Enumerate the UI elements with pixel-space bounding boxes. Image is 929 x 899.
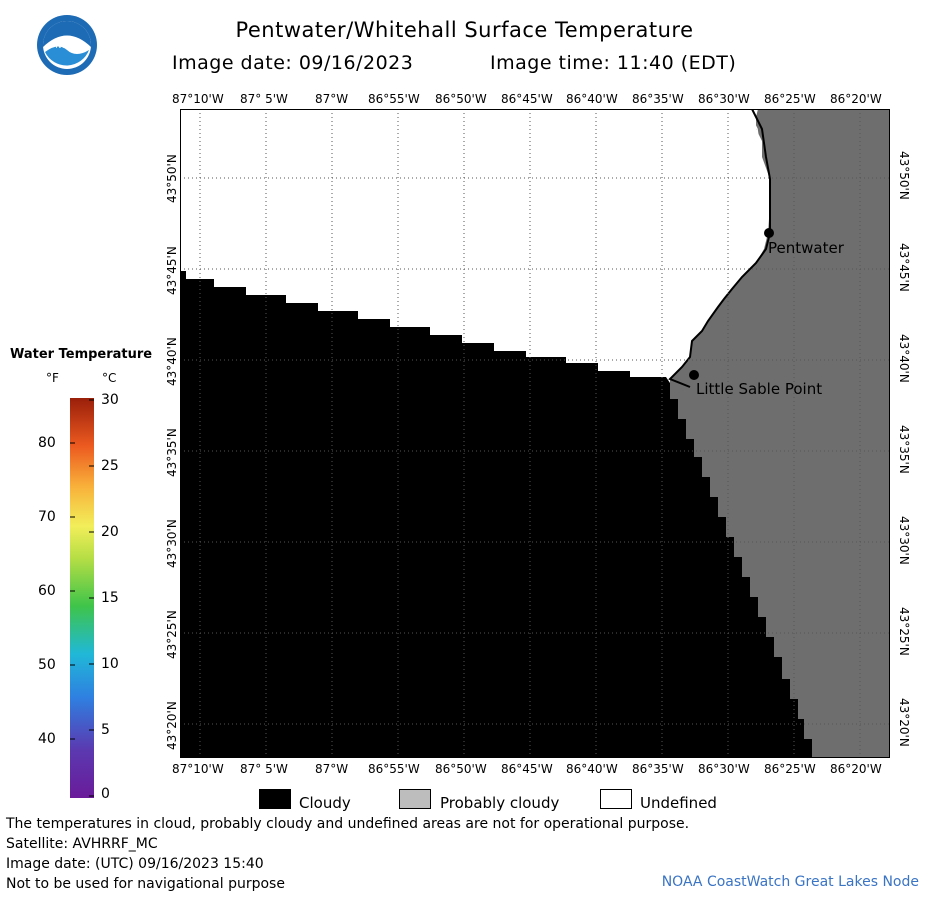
legend-c-tick: 30 — [101, 392, 119, 408]
lat-tick-right: 43°35'N — [897, 425, 911, 474]
footer-utc-date: Image date: (UTC) 09/16/2023 15:40 — [6, 856, 264, 872]
lon-tick-bottom: 86°20'W — [830, 762, 882, 776]
lon-tick-bottom: 87°W — [315, 762, 349, 776]
noaa-logo: NOAA — [36, 14, 98, 76]
pentwater-marker — [764, 228, 774, 238]
lon-tick-top: 86°50'W — [435, 92, 487, 106]
key-swatch-cloudy — [259, 789, 291, 809]
lat-tick-left: 43°35'N — [165, 428, 179, 477]
page-title: Pentwater/Whitehall Surface Temperature — [235, 18, 694, 42]
lon-tick-top: 86°20'W — [830, 92, 882, 106]
lon-tick-top: 86°40'W — [566, 92, 618, 106]
lon-tick-bottom: 86°25'W — [764, 762, 816, 776]
lon-tick-top: 86°55'W — [368, 92, 420, 106]
legend-c-tick: 5 — [101, 722, 110, 738]
logo-text: NOAA — [55, 41, 79, 50]
lat-tick-left: 43°25'N — [165, 610, 179, 659]
lat-tick-right: 43°20'N — [897, 698, 911, 747]
little-sable-point-marker — [689, 370, 699, 380]
lat-tick-left: 43°40'N — [165, 337, 179, 386]
lon-tick-top: 86°30'W — [698, 92, 750, 106]
lon-tick-top: 87°W — [315, 92, 349, 106]
place-label-little-sable-point: Little Sable Point — [696, 380, 822, 398]
lon-tick-bottom: 87° 5'W — [240, 762, 288, 776]
lon-tick-bottom: 86°35'W — [632, 762, 684, 776]
key-label-undefined: Undefined — [640, 794, 717, 812]
lon-tick-top: 86°35'W — [632, 92, 684, 106]
cloudy-area — [180, 267, 812, 758]
image-time: Image time: 11:40 (EDT) — [490, 52, 737, 74]
lat-tick-left: 43°45'N — [165, 246, 179, 295]
key-label-probably-cloudy: Probably cloudy — [440, 794, 560, 812]
lon-tick-bottom: 86°50'W — [435, 762, 487, 776]
lat-tick-left: 43°30'N — [165, 519, 179, 568]
land-area — [670, 109, 890, 758]
image-date: Image date: 09/16/2023 — [172, 52, 414, 74]
legend-c-tick: 0 — [101, 786, 110, 802]
legend-unit-f: °F — [46, 371, 59, 385]
lon-tick-bottom: 86°30'W — [698, 762, 750, 776]
lat-tick-right: 43°45'N — [897, 243, 911, 292]
legend-f-tick: 80 — [38, 435, 56, 451]
legend-c-tick: 10 — [101, 656, 119, 672]
map-frame: Pentwater Little Sable Point — [180, 109, 890, 758]
lon-tick-top: 87° 5'W — [240, 92, 288, 106]
lon-tick-bottom: 86°55'W — [368, 762, 420, 776]
lon-tick-bottom: 87°10'W — [172, 762, 224, 776]
lat-tick-right: 43°50'N — [897, 151, 911, 200]
lat-tick-right: 43°25'N — [897, 607, 911, 656]
credit-link[interactable]: NOAA CoastWatch Great Lakes Node — [661, 874, 919, 890]
graticule — [180, 109, 890, 758]
lon-tick-bottom: 86°45'W — [501, 762, 553, 776]
lat-tick-left: 43°50'N — [165, 154, 179, 203]
key-label-cloudy: Cloudy — [299, 794, 351, 812]
legend-c-tick: 15 — [101, 590, 119, 606]
legend-f-tick: 40 — [38, 731, 56, 747]
lon-tick-bottom: 86°40'W — [566, 762, 618, 776]
shoreline — [668, 109, 771, 388]
legend-unit-c: °C — [102, 371, 117, 385]
legend-c-tick: 25 — [101, 458, 119, 474]
place-label-pentwater: Pentwater — [768, 239, 845, 257]
lon-tick-top: 86°25'W — [764, 92, 816, 106]
lat-tick-left: 43°20'N — [165, 701, 179, 750]
lat-tick-right: 43°30'N — [897, 516, 911, 565]
footer-satellite: Satellite: AVHRRF_MC — [6, 836, 158, 852]
key-swatch-undefined — [600, 789, 632, 809]
color-scale-bar — [70, 398, 94, 798]
lon-tick-top: 87°10'W — [172, 92, 224, 106]
legend-f-tick: 50 — [38, 657, 56, 673]
legend-f-tick: 70 — [38, 509, 56, 525]
footer-disclaimer: The temperatures in cloud, probably clou… — [6, 816, 690, 832]
legend-c-tick: 20 — [101, 524, 119, 540]
lat-tick-right: 43°40'N — [897, 334, 911, 383]
legend-f-tick: 60 — [38, 583, 56, 599]
key-swatch-probably-cloudy — [399, 789, 431, 809]
footer-navigation-warning: Not to be used for navigational purpose — [6, 876, 285, 892]
legend-title: Water Temperature — [10, 347, 153, 362]
lon-tick-top: 86°45'W — [501, 92, 553, 106]
